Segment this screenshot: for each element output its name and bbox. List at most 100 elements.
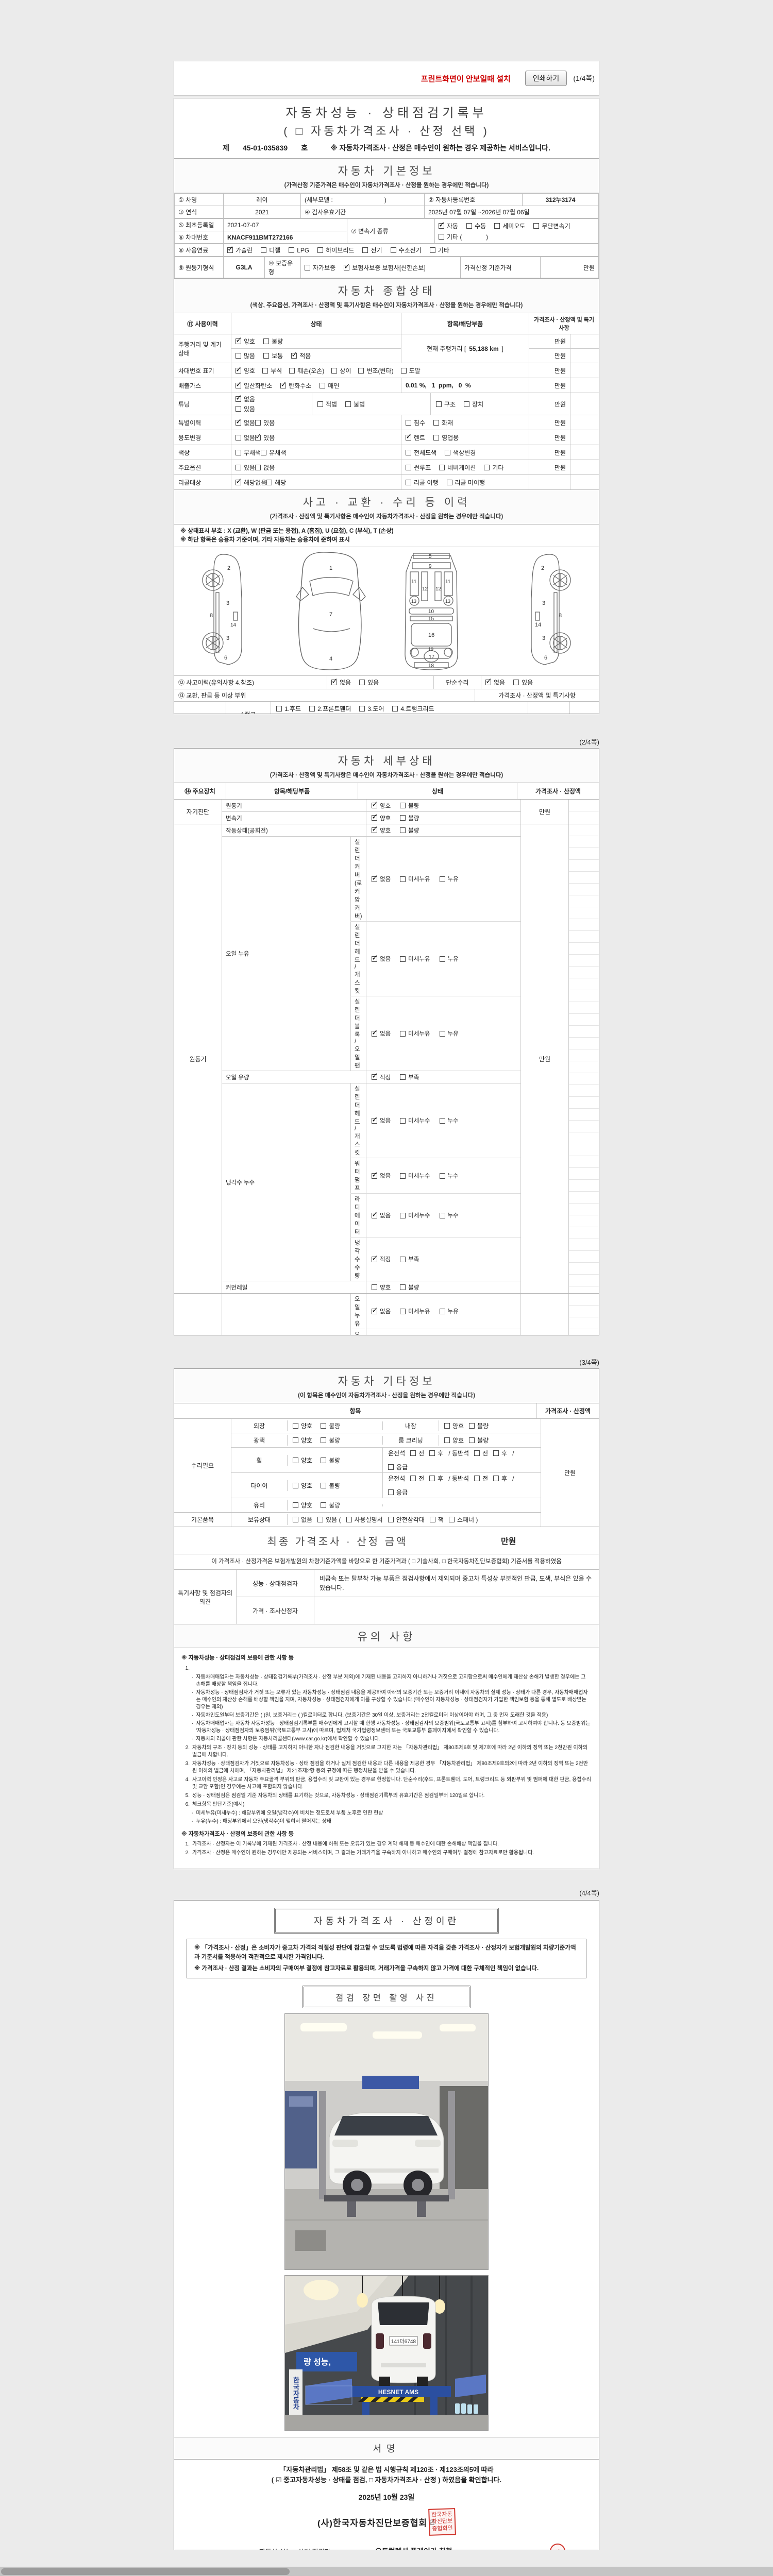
checkbox[interactable] — [236, 365, 242, 374]
checkbox[interactable] — [406, 419, 411, 426]
checkbox[interactable] — [320, 382, 326, 388]
checkbox[interactable] — [236, 417, 242, 426]
checkbox[interactable] — [439, 1173, 445, 1179]
checkbox[interactable] — [236, 335, 242, 345]
checkbox[interactable] — [372, 953, 378, 962]
checkbox[interactable] — [372, 1115, 378, 1124]
checkbox[interactable] — [293, 1482, 298, 1488]
checkbox[interactable] — [321, 1437, 327, 1443]
checkbox[interactable] — [436, 401, 442, 407]
checkbox[interactable] — [255, 432, 262, 441]
checkbox[interactable] — [513, 680, 519, 686]
checkbox[interactable] — [291, 350, 298, 359]
checkbox[interactable] — [289, 247, 295, 253]
checkbox[interactable] — [494, 223, 500, 229]
checkbox[interactable] — [372, 824, 378, 834]
checkbox[interactable] — [474, 1476, 480, 1481]
checkbox[interactable] — [372, 1284, 377, 1290]
checkbox[interactable] — [372, 1306, 378, 1315]
checkbox[interactable] — [321, 1457, 327, 1463]
checkbox[interactable] — [358, 367, 364, 374]
checkbox[interactable] — [236, 353, 241, 359]
checkbox[interactable] — [227, 245, 234, 253]
checkbox[interactable] — [410, 1476, 416, 1481]
checkbox[interactable] — [448, 1517, 455, 1522]
checkbox[interactable] — [359, 680, 365, 686]
checkbox[interactable] — [317, 1517, 324, 1522]
checkbox[interactable] — [346, 1517, 352, 1522]
checkbox[interactable] — [439, 1212, 445, 1218]
checkbox[interactable] — [406, 449, 411, 455]
checkbox[interactable] — [439, 220, 445, 229]
checkbox[interactable] — [429, 247, 435, 253]
checkbox[interactable] — [533, 223, 540, 229]
checkbox[interactable] — [263, 353, 270, 359]
checkbox[interactable] — [372, 873, 378, 883]
print-button[interactable]: 인쇄하기 — [525, 71, 567, 86]
checkbox[interactable] — [372, 1253, 378, 1263]
checkbox[interactable] — [372, 812, 378, 821]
checkbox[interactable] — [321, 1502, 327, 1508]
checkbox[interactable] — [236, 434, 241, 440]
checkbox[interactable] — [266, 479, 273, 485]
checkbox[interactable] — [439, 1117, 445, 1124]
checkbox[interactable] — [406, 432, 412, 441]
checkbox[interactable] — [317, 401, 323, 407]
checkbox[interactable] — [331, 676, 338, 686]
checkbox[interactable] — [372, 1210, 378, 1219]
checkbox[interactable] — [372, 1170, 378, 1179]
checkbox[interactable] — [263, 338, 270, 344]
checkbox[interactable] — [446, 479, 452, 485]
checkbox[interactable] — [388, 1464, 394, 1470]
checkbox[interactable] — [372, 800, 378, 809]
checkbox[interactable] — [433, 419, 440, 426]
checkbox[interactable] — [372, 1071, 378, 1080]
checkbox[interactable] — [261, 449, 267, 455]
checkbox[interactable] — [400, 815, 406, 821]
checkbox[interactable] — [429, 1517, 435, 1522]
install-notice[interactable]: 프린트화면이 안보일때 설치 — [421, 74, 511, 83]
checkbox[interactable] — [400, 827, 406, 833]
checkbox[interactable] — [474, 1450, 480, 1456]
checkbox[interactable] — [388, 1489, 394, 1495]
checkbox[interactable] — [400, 1030, 406, 1037]
checkbox[interactable] — [406, 479, 411, 485]
checkbox[interactable] — [390, 247, 396, 253]
checkbox[interactable] — [400, 1308, 406, 1314]
checkbox[interactable] — [293, 1457, 298, 1463]
checkbox[interactable] — [261, 247, 267, 253]
checkbox[interactable] — [469, 1423, 475, 1429]
checkbox[interactable] — [410, 1450, 416, 1456]
checkbox[interactable] — [236, 449, 241, 455]
checkbox[interactable] — [276, 706, 282, 712]
checkbox[interactable] — [429, 1450, 435, 1456]
checkbox[interactable] — [262, 367, 268, 374]
checkbox[interactable] — [321, 1423, 327, 1429]
checkbox[interactable] — [400, 367, 407, 374]
checkbox[interactable] — [236, 380, 242, 389]
checkbox[interactable] — [400, 1284, 406, 1290]
checkbox[interactable] — [359, 706, 365, 712]
checkbox[interactable] — [280, 380, 287, 389]
checkbox[interactable] — [289, 367, 295, 374]
checkbox[interactable] — [484, 464, 490, 470]
checkbox[interactable] — [344, 262, 350, 271]
checkbox[interactable] — [236, 393, 242, 402]
checkbox[interactable] — [362, 247, 368, 253]
checkbox[interactable] — [293, 1423, 298, 1429]
checkbox[interactable] — [293, 1437, 298, 1443]
checkbox[interactable] — [493, 1450, 499, 1456]
checkbox[interactable] — [464, 401, 470, 407]
checkbox[interactable] — [466, 223, 473, 229]
checkbox[interactable] — [255, 419, 261, 426]
checkbox[interactable] — [429, 1476, 435, 1481]
checkbox[interactable] — [485, 676, 492, 686]
checkbox[interactable] — [493, 1476, 499, 1481]
checkbox[interactable] — [400, 876, 406, 882]
checkbox[interactable] — [236, 464, 241, 470]
checkbox[interactable] — [439, 1030, 445, 1037]
checkbox[interactable] — [444, 1423, 450, 1429]
checkbox[interactable] — [400, 1256, 406, 1262]
checkbox[interactable] — [255, 464, 261, 470]
checkbox[interactable] — [400, 1074, 406, 1080]
